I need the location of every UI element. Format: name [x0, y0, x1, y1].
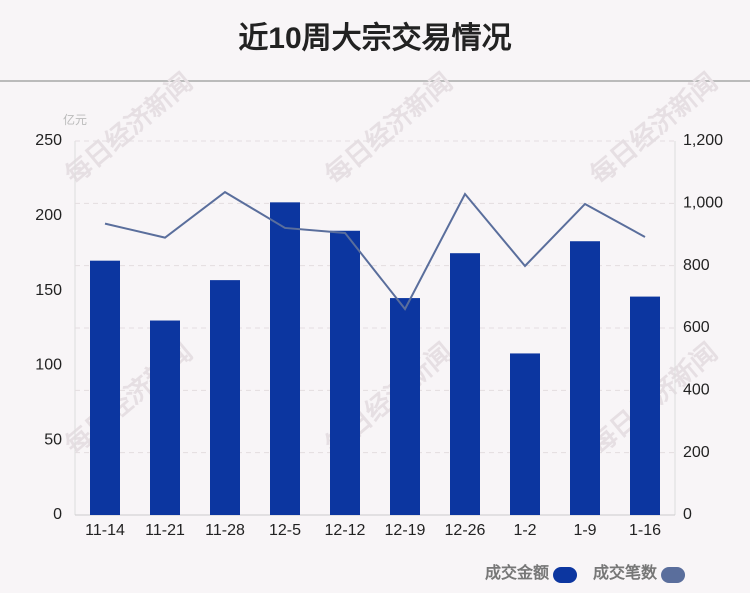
y-tick-label: 50 [44, 431, 62, 448]
bar [630, 296, 660, 515]
legend-label: 成交金额 [485, 563, 549, 582]
x-tick-label: 1-2 [513, 522, 536, 539]
bar [570, 241, 600, 515]
x-tick-label: 1-16 [629, 522, 661, 539]
y2-tick-label: 0 [683, 506, 692, 523]
y2-tick-label: 1,000 [683, 195, 723, 212]
y-tick-label: 150 [35, 282, 62, 299]
bar [510, 353, 540, 515]
x-tick-label: 11-21 [145, 522, 185, 539]
x-tick-label: 12-19 [385, 522, 426, 539]
y-tick-label: 250 [35, 132, 62, 149]
y2-tick-label: 600 [683, 319, 710, 336]
x-tick-label: 1-9 [573, 522, 596, 539]
legend-label: 成交笔数 [593, 563, 658, 582]
bar [390, 298, 420, 515]
bar [450, 253, 480, 515]
bar [270, 202, 300, 515]
legend-swatch [553, 567, 578, 583]
bar [150, 320, 180, 515]
y2-tick-label: 400 [683, 382, 710, 399]
bar [330, 230, 360, 515]
bar [90, 260, 120, 515]
y2-tick-label: 1,200 [683, 132, 723, 149]
y2-tick-label: 200 [683, 444, 710, 461]
line-series [104, 190, 646, 311]
legend-item: 成交金额 [485, 563, 578, 583]
y2-tick-label: 800 [683, 257, 710, 274]
x-tick-label: 12-12 [325, 522, 366, 539]
y-unit: 亿元 [63, 112, 87, 127]
y-tick-label: 100 [35, 357, 62, 374]
x-tick-label: 12-5 [269, 522, 301, 539]
y-tick-label: 0 [53, 506, 62, 523]
x-tick-label: 11-28 [205, 522, 245, 539]
y-tick-label: 200 [35, 207, 62, 224]
x-tick-label: 11-14 [85, 522, 125, 539]
x-tick-label: 12-26 [445, 522, 486, 539]
chart-title: 近10周大宗交易情况 [238, 21, 511, 55]
legend-item: 成交笔数 [593, 563, 686, 583]
bar [210, 280, 240, 515]
legend-swatch [661, 567, 686, 583]
